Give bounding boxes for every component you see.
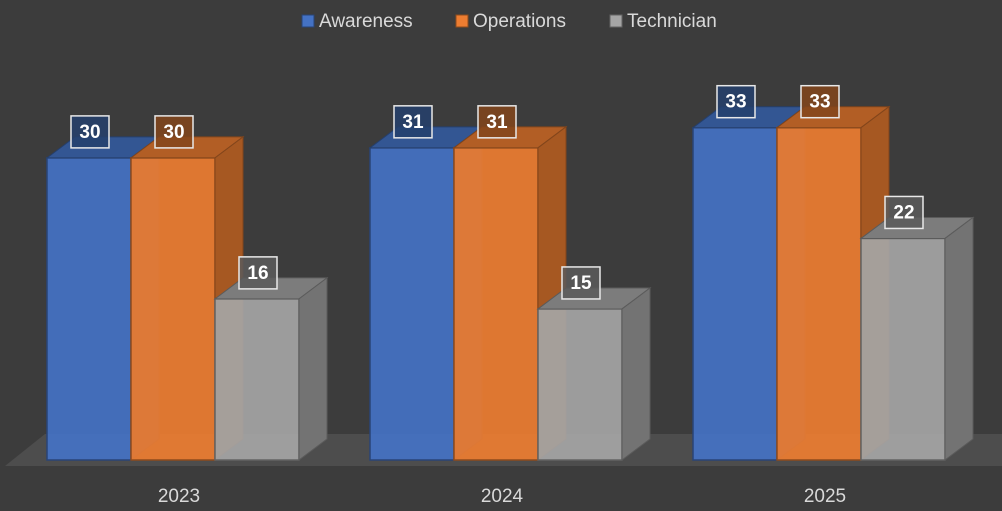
legend-label: Operations: [473, 11, 566, 32]
data-label: 33: [809, 92, 830, 113]
legend-label: Awareness: [319, 11, 413, 32]
bar-front: [214, 298, 300, 461]
data-label-box: [477, 105, 517, 139]
bar-front: [692, 126, 778, 461]
bar: [536, 286, 652, 461]
data-label-box: [70, 115, 110, 149]
bar-side: [298, 276, 328, 461]
x-tick-label: 2023: [158, 486, 200, 507]
legend-swatch: [301, 14, 315, 28]
data-label: 31: [486, 112, 508, 133]
data-label-box: [716, 84, 756, 119]
data-label: 30: [163, 122, 184, 143]
data-label-box: [154, 115, 194, 149]
bar-front: [453, 147, 539, 461]
bar-front: [369, 147, 455, 461]
data-label: 22: [893, 202, 914, 223]
data-label: 16: [247, 263, 268, 284]
bar-front: [130, 157, 216, 461]
bar-front: [860, 237, 946, 461]
bar: [213, 276, 329, 461]
data-label-box: [238, 256, 278, 290]
bar-front: [537, 308, 623, 461]
bar-front: [776, 126, 862, 461]
data-label: 33: [725, 92, 746, 113]
data-label: 31: [402, 112, 424, 133]
bar-side: [621, 286, 651, 461]
legend-label: Technician: [627, 11, 717, 32]
bar: [859, 216, 975, 461]
data-label-box: [393, 105, 433, 139]
legend-swatch: [609, 14, 623, 28]
data-label-box: [561, 266, 601, 300]
data-label: 15: [570, 273, 592, 294]
bar-side: [944, 216, 974, 461]
x-tick-label: 2024: [481, 486, 524, 507]
x-tick-label: 2025: [804, 486, 846, 507]
data-label-box: [884, 195, 924, 230]
bar-front: [46, 157, 132, 461]
data-label: 30: [79, 122, 100, 143]
legend-swatch: [455, 14, 469, 28]
data-label-box: [800, 84, 840, 119]
